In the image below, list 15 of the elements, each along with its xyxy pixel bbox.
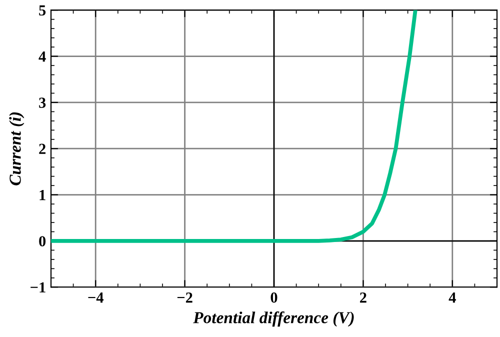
y-tick-label: 3 [39,98,46,108]
line-series [51,10,418,243]
y-tick-label: 2 [39,144,46,154]
x-tick-label: 4 [448,292,456,303]
x-axis-title: Potential difference (V) [193,311,354,327]
x-tick-label: −4 [88,292,104,303]
x-tick-label: 0 [270,292,278,303]
y-tick-label: 0 [39,236,46,246]
y-tick-label: 1 [40,190,46,200]
x-tick-label: 2 [360,292,366,303]
y-tick-label: 5 [39,5,46,16]
x-tick-label: −2 [177,292,192,303]
y-tick-label: −1 [30,282,46,292]
y-axis-title: Current (i) [9,112,24,186]
y-tick-label: 4 [38,52,46,62]
